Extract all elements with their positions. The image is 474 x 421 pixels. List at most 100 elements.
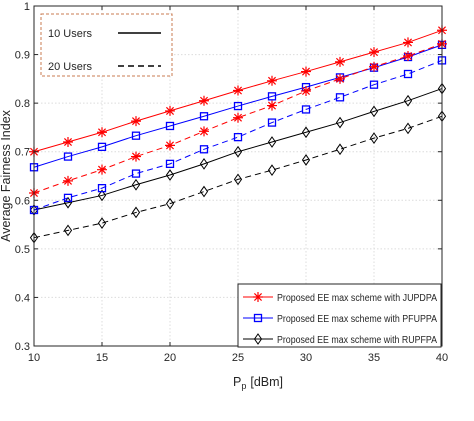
series-diamond-20-users-point xyxy=(369,132,379,144)
y-tick-label: 0.4 xyxy=(15,292,30,304)
series-star-10-users-point xyxy=(403,37,413,48)
schemes-legend-marker xyxy=(253,333,263,345)
series-star-20-users-point xyxy=(63,175,73,186)
y-axis-label: Average Fairness Index xyxy=(0,109,13,242)
series-star-20-users-point xyxy=(369,61,379,72)
series-star-20-users-point xyxy=(267,100,277,111)
series-diamond-10-users-point xyxy=(369,105,379,118)
series-diamond-10-users-point xyxy=(403,94,413,107)
series-diamond-10-users-point xyxy=(233,145,243,158)
series-square-10-users-point xyxy=(97,142,107,152)
series-diamond-20-users-point xyxy=(233,173,243,186)
x-axis-label-unit: [dBm] xyxy=(250,375,283,389)
schemes-legend-label: Proposed EE max scheme with RUPFPA xyxy=(277,335,437,346)
schemes-legend-marker xyxy=(253,313,263,323)
series-square-20-users-point xyxy=(267,118,277,127)
x-tick-label: 25 xyxy=(232,352,244,364)
series-star-10-users-point xyxy=(165,105,175,116)
series-star-20-users-point xyxy=(97,164,107,175)
y-tick-label: 0.5 xyxy=(15,244,30,256)
x-axis-label-subscript: p xyxy=(241,381,246,391)
series-star-20-users-point xyxy=(233,112,243,123)
series-diamond-20-users-point xyxy=(63,224,73,237)
series-diamond-20-users-point xyxy=(403,122,413,135)
series-diamond-20-users-line xyxy=(33,115,443,239)
series-star-10-users-point xyxy=(233,85,243,96)
series-star-10-users-point xyxy=(301,66,311,77)
series-star-10-users-point xyxy=(131,116,141,127)
schemes-legend-marker xyxy=(253,292,263,302)
series-star-20-users-point xyxy=(403,51,413,62)
series-square-10-users-point xyxy=(165,121,175,131)
series-square-10-users-point xyxy=(131,131,141,140)
schemes-legend: Proposed EE max scheme with JUPDPA Propos… xyxy=(237,283,442,348)
schemes-legend-label: Proposed EE max scheme with JUPDPA xyxy=(277,293,437,304)
series-star-20-users-point xyxy=(301,86,311,96)
series-diamond-10-users xyxy=(29,82,447,216)
series-square-20-users-point xyxy=(233,132,243,142)
series-square-20-users-point xyxy=(97,183,107,193)
users-legend-label: 20 Users xyxy=(48,61,93,73)
series-diamond-10-users-point xyxy=(335,116,345,129)
series-square-20-users-line xyxy=(33,59,443,211)
series-diamond-10-users-point xyxy=(199,157,209,170)
x-tick-label: 20 xyxy=(164,352,176,364)
series-star-10-users-point xyxy=(199,95,209,106)
series-square-10-users-point xyxy=(267,92,277,101)
series-star-10-users-point xyxy=(335,56,345,67)
x-axis-label-symbol: P xyxy=(233,375,241,389)
y-tick-label: 1 xyxy=(24,1,30,13)
series-diamond-10-users-line xyxy=(33,88,443,211)
series-square-20-users-point xyxy=(335,93,345,102)
schemes-legend-label: Proposed EE max scheme with PFUPPA xyxy=(277,314,437,325)
series-diamond-10-users-point xyxy=(165,169,175,181)
series-square-10-users-point xyxy=(199,112,209,121)
series-square-20-users-point xyxy=(403,69,413,79)
series-square-20-users-point xyxy=(165,159,175,169)
series-square-20-users-point xyxy=(301,105,311,114)
series-square-20-users-point xyxy=(369,80,379,89)
axis-ticks: 10 15 20 25 30 35 40 0.3 0.4 0.5 0.6 0.7 0.8 0.9 1 xyxy=(15,1,448,364)
series-star-20-users-point xyxy=(165,140,175,151)
series-square-20-users-point xyxy=(131,169,141,178)
series-diamond-20-users-point xyxy=(301,154,311,166)
schemes-legend-box xyxy=(237,283,442,348)
series-diamond-20-users-point xyxy=(335,143,345,156)
series-star-10-users-point xyxy=(267,75,277,86)
x-axis-label: Pp [dBm] xyxy=(233,375,283,391)
x-tick-label: 35 xyxy=(368,352,380,364)
y-tick-label: 0.8 xyxy=(15,98,30,110)
series-square-10-users-point xyxy=(233,101,243,111)
series-star-20-users-point xyxy=(131,151,141,162)
users-legend-label: 10 Users xyxy=(48,28,93,40)
x-tick-label: 30 xyxy=(300,352,312,364)
series-diamond-10-users-point xyxy=(267,136,277,148)
series-square-20-users-point xyxy=(63,193,73,203)
series-diamond-20-users xyxy=(29,110,447,244)
series-diamond-20-users-point xyxy=(267,164,277,177)
series-diamond-20-users-point xyxy=(199,185,209,198)
series-diamond-10-users-point xyxy=(301,126,311,139)
y-tick-label: 0.9 xyxy=(15,50,30,62)
series-square-10-users-point xyxy=(63,152,73,161)
series-diamond-10-users-point xyxy=(97,189,107,202)
series-diamond-20-users-point xyxy=(97,217,107,229)
series-star-20-users-point xyxy=(335,73,345,84)
series-square-20-users-point xyxy=(199,145,209,154)
series-star-10-users-point xyxy=(369,47,379,58)
x-tick-label: 10 xyxy=(28,352,40,364)
users-legend: 10 Users 20 Users xyxy=(40,13,173,77)
series-diamond-10-users-point xyxy=(131,178,141,191)
series-star-10-users-point xyxy=(63,137,73,147)
x-tick-label: 15 xyxy=(96,352,108,364)
series-layer xyxy=(29,25,447,244)
y-tick-label: 0.3 xyxy=(15,341,30,353)
series-diamond-20-users-point xyxy=(131,206,141,219)
series-star-20-users-point xyxy=(199,126,209,137)
series-star-10-users-point xyxy=(97,127,107,138)
y-tick-label: 0.6 xyxy=(15,195,30,207)
y-tick-label: 0.7 xyxy=(15,147,30,159)
series-diamond-20-users-point xyxy=(165,197,175,210)
x-tick-label: 40 xyxy=(436,352,448,364)
